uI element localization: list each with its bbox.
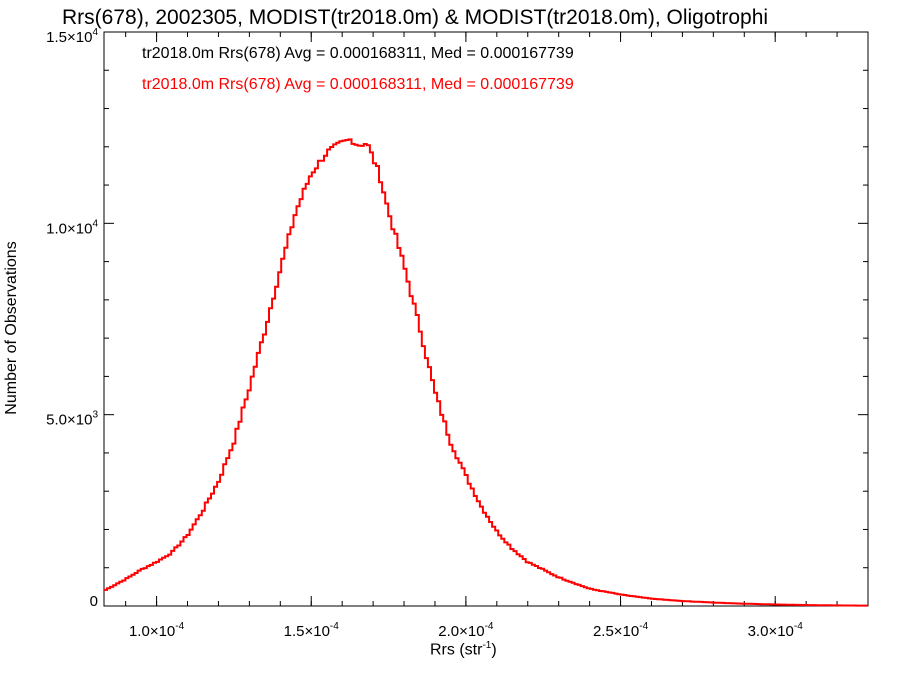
x-axis-ticks: 1.0×10-4 1.5×10-4 2.0×10-4 2.5×10-4 3.0×10-4: [125, 32, 838, 640]
x-tick-label: 2.0×10-4: [438, 621, 494, 640]
x-axis-label-exponent: -1: [482, 640, 492, 651]
annotation-black: tr2018.0m Rrs(678) Avg = 0.000168311, Me…: [142, 45, 574, 62]
annotation-red: tr2018.0m Rrs(678) Avg = 0.000168311, Me…: [142, 76, 574, 93]
chart-title: Rrs(678), 2002305, MODIST(tr2018.0m) & M…: [62, 6, 769, 29]
plot-frame: [103, 31, 869, 607]
y-tick-label: 1.5×104: [46, 27, 98, 46]
x-tick-label: 1.5×10-4: [284, 621, 340, 640]
y-tick-label: 0: [90, 593, 98, 610]
x-tick-label: 2.5×10-4: [593, 621, 649, 640]
x-tick-label: 3.0×10-4: [748, 621, 804, 640]
series-line: [104, 138, 868, 607]
x-tick-label: 1.0×10-4: [129, 621, 185, 640]
x-axis-label-close: ): [491, 641, 497, 659]
y-axis-label: Number of Observations: [3, 241, 20, 415]
y-tick-label: 5.0×103: [46, 410, 98, 429]
x-axis-label-text: Rrs (str: [430, 641, 483, 659]
x-axis-label: Rrs (str-1): [430, 640, 497, 659]
y-tick-label: 1.0×104: [46, 218, 98, 237]
y-axis-ticks: 0 5.0×103 1.0×104 1.5×104: [46, 27, 868, 610]
